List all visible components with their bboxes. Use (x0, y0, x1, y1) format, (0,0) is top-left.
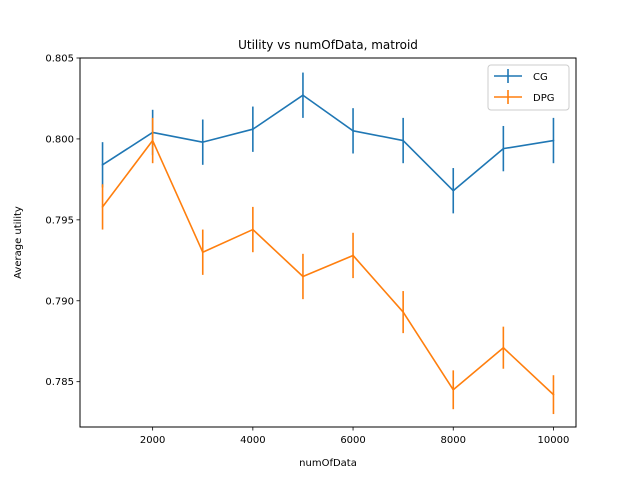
data-point-dpg (452, 388, 455, 391)
y-axis: 0.785 0.790 0.795 0.800 0.805 (45, 54, 80, 388)
plot-area: 2000 4000 6000 8000 10000 0.785 0.790 0.795 0.8… (45, 54, 577, 446)
x-tick-label: 4000 (240, 435, 265, 446)
x-tick-label: 2000 (140, 435, 165, 446)
data-point-dpg (502, 346, 505, 349)
data-point-cg (352, 129, 354, 132)
series-line-cg (102, 94, 554, 192)
data-point-dpg (151, 139, 154, 142)
legend-label-cg: CG (533, 72, 548, 83)
data-point-cg (251, 128, 254, 131)
data-point-cg (502, 147, 505, 150)
legend-label-dpg: DPG (533, 93, 554, 104)
axes-frame (79, 57, 577, 428)
y-tick-label: 0.800 (45, 134, 74, 145)
y-tick-label: 0.790 (45, 296, 74, 307)
x-axis: 2000 4000 6000 8000 10000 (140, 427, 569, 446)
x-tick-label: 8000 (441, 435, 466, 446)
data-point-cg (402, 139, 405, 142)
data-point-dpg (302, 275, 304, 278)
y-tick-label: 0.805 (45, 54, 74, 65)
legend-box (487, 64, 570, 111)
x-tick-label: 10000 (538, 435, 570, 446)
y-tick-label: 0.785 (45, 377, 74, 388)
y-tick-label: 0.795 (45, 215, 74, 226)
data-point-cg (101, 163, 104, 166)
data-point-dpg (201, 251, 204, 254)
series-layer (101, 72, 555, 415)
data-point-dpg (402, 311, 405, 313)
data-point-cg (452, 189, 455, 192)
x-tick-label: 6000 (340, 435, 365, 446)
y-axis-title: Average utility (13, 206, 24, 279)
data-point-dpg (101, 205, 104, 208)
legend: CG DPG (487, 64, 570, 111)
x-axis-title: numOfData (299, 458, 357, 469)
series-line-dpg (101, 139, 554, 396)
data-point-dpg (251, 228, 254, 231)
data-point-cg (302, 94, 304, 97)
data-point-dpg (552, 393, 555, 396)
data-point-dpg (352, 254, 354, 257)
chart-title: Utility vs numOfData, matroid (238, 38, 418, 52)
data-point-cg (201, 141, 204, 144)
data-point-cg (552, 139, 555, 142)
